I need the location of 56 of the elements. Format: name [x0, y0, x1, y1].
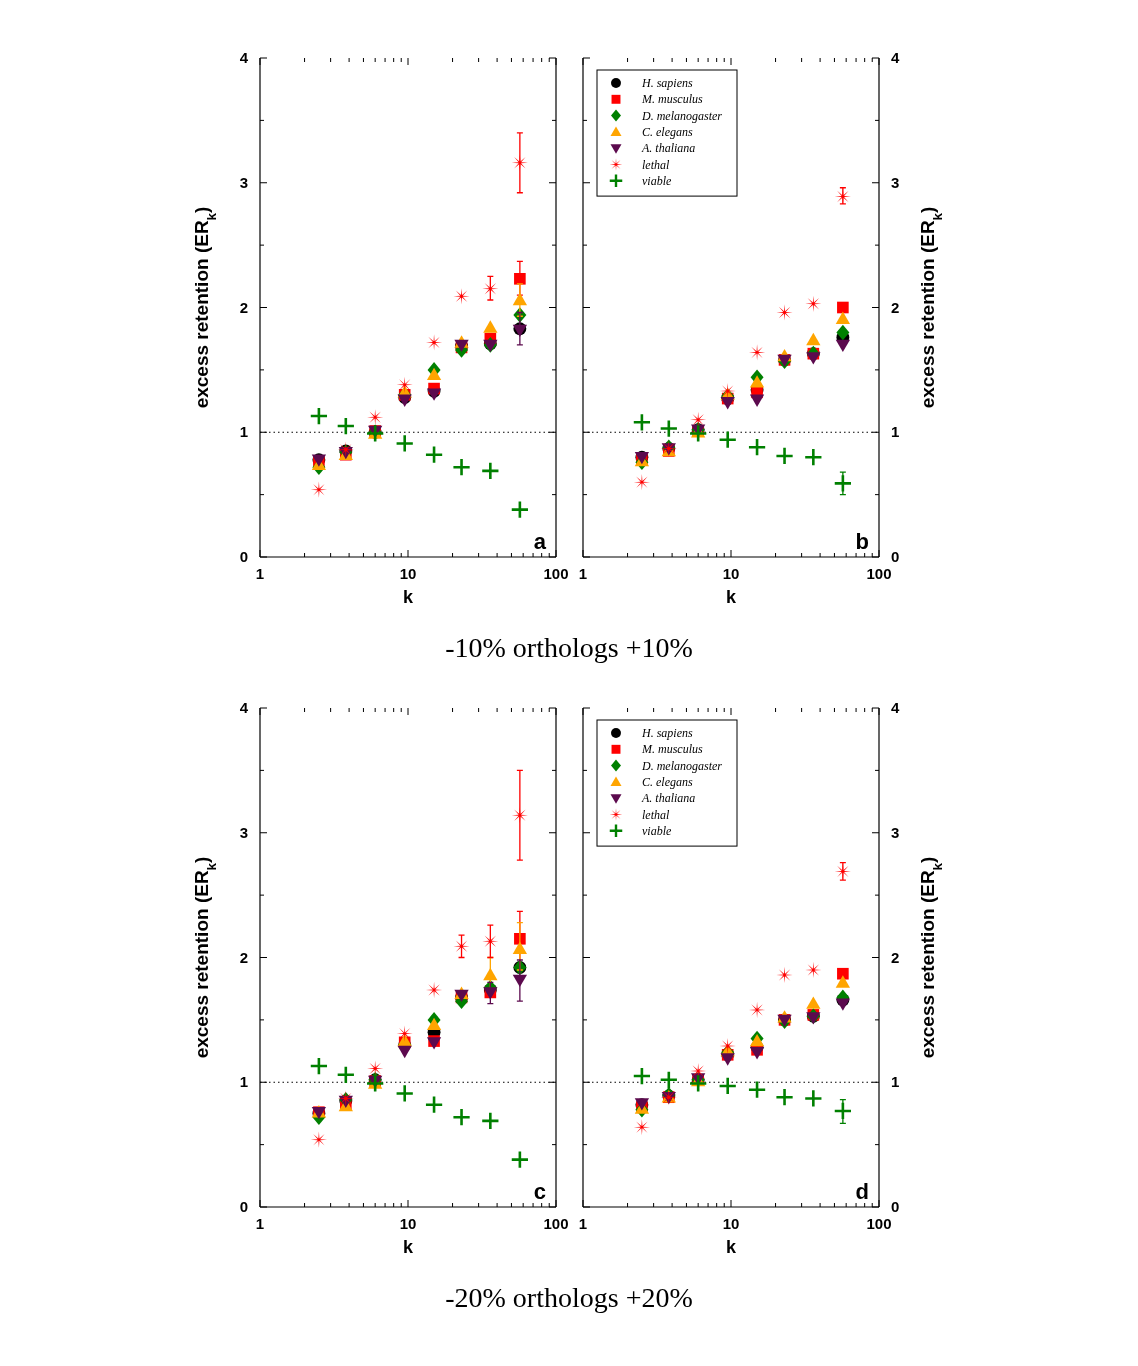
legend-label: A. thaliana: [641, 791, 696, 806]
legend-label: M. musculus: [641, 92, 703, 107]
text: -10% orthologs +10%: [445, 632, 693, 663]
y-tick-label: 2: [239, 298, 248, 316]
x-tick-label: 10: [722, 565, 740, 582]
x-axis-title: k: [725, 587, 737, 607]
legend-label: D. melanogaster: [641, 108, 723, 123]
y2-tick-label: 1: [891, 423, 900, 441]
y2-tick-label: 0: [891, 548, 900, 565]
y-tick-label: 4: [239, 49, 249, 66]
y2-tick-label: 0: [891, 1198, 900, 1215]
x-axis-title: k: [402, 1237, 414, 1257]
legend-label: M. musculus: [641, 742, 703, 757]
annotation: c: [533, 1179, 546, 1204]
legend-label: C. elegans: [642, 124, 693, 139]
legend-label: viable: [642, 173, 672, 188]
legend-label: H. sapiens: [641, 76, 693, 90]
x-tick-label: 10: [399, 565, 417, 582]
annotation: b: [855, 529, 869, 554]
annotation: d: [855, 1179, 869, 1204]
x-axis-title: k: [402, 587, 414, 607]
y-tick-label: 3: [239, 823, 248, 841]
x-tick-label: 100: [866, 565, 892, 582]
y2-tick-label: 1: [891, 1073, 900, 1091]
x-tick-label: 10: [722, 1215, 740, 1232]
y-tick-label: 2: [239, 948, 248, 966]
x-tick-label: 1: [578, 565, 588, 582]
y2-tick-label: 4: [891, 49, 900, 66]
legend-label: H. sapiens: [641, 726, 693, 740]
y-tick-label: 0: [239, 548, 248, 565]
x-tick-label: 1: [255, 565, 265, 582]
y-tick-label: 3: [239, 173, 248, 191]
y-tick-label: 1: [239, 423, 248, 441]
y2-tick-label: 2: [891, 948, 900, 966]
legend-label: lethal: [642, 157, 670, 172]
x-tick-label: 100: [866, 1215, 892, 1232]
legend-label: C. elegans: [642, 774, 693, 789]
x-tick-label: 100: [543, 565, 569, 582]
y2-tick-label: 3: [891, 173, 900, 191]
text: -20% orthologs +20%: [445, 1282, 693, 1313]
x-tick-label: 100: [543, 1215, 569, 1232]
legend-label: lethal: [642, 807, 670, 822]
x-axis-title: k: [725, 1237, 737, 1257]
legend-label: viable: [642, 823, 672, 838]
x-tick-label: 1: [255, 1215, 265, 1232]
y-tick-label: 1: [239, 1073, 248, 1091]
x-tick-label: 1: [578, 1215, 588, 1232]
y2-tick-label: 2: [891, 298, 900, 316]
y2-tick-label: 3: [891, 823, 900, 841]
y-tick-label: 4: [239, 699, 249, 716]
annotation: a: [533, 529, 547, 554]
legend-label: A. thaliana: [641, 141, 696, 156]
y-tick-label: 0: [239, 1198, 248, 1215]
legend-label: D. melanogaster: [641, 758, 723, 773]
x-tick-label: 10: [399, 1215, 417, 1232]
y2-tick-label: 4: [891, 699, 900, 716]
